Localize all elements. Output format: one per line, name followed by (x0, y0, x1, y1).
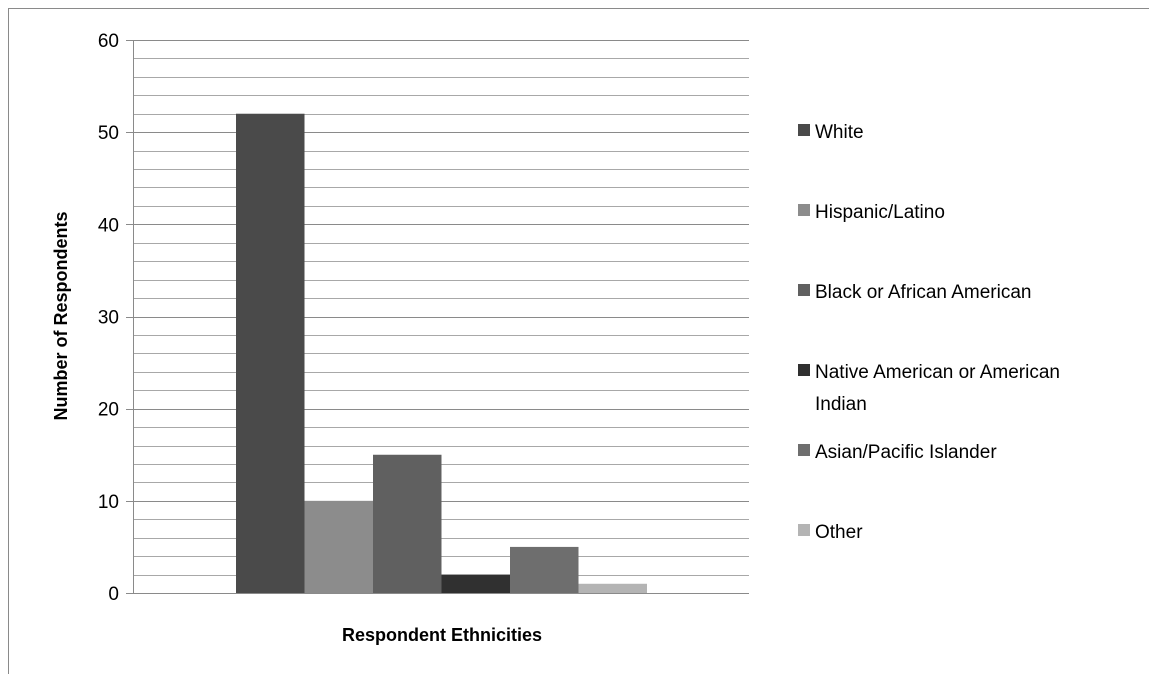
x-axis-title: Respondent Ethnicities (342, 625, 542, 645)
bars (236, 113, 647, 593)
legend-swatch (798, 444, 810, 456)
y-tick-label: 0 (108, 584, 119, 605)
y-tick-labels: 0 10 20 30 40 50 60 (98, 31, 119, 605)
bar-hispanic-latino (304, 500, 373, 593)
bar-native-american-or-american-indian (441, 574, 510, 593)
y-tick-label: 50 (98, 123, 119, 144)
legend-label: Other (815, 522, 863, 543)
legend-swatch (798, 524, 810, 536)
legend-swatch (798, 284, 810, 296)
legend-swatch (798, 204, 810, 216)
y-tick-label: 40 (98, 215, 119, 236)
y-tick-label: 30 (98, 308, 119, 329)
bar-black-or-african-american (373, 454, 442, 593)
legend-label: Asian/Pacific Islander (815, 442, 997, 463)
legend-item: Hispanic/Latino (798, 202, 945, 223)
bar-other (578, 583, 647, 593)
legend-label: Hispanic/Latino (815, 202, 945, 223)
y-axis-title: Number of Respondents (51, 211, 71, 420)
bar-white (236, 113, 305, 593)
legend-label: Indian (815, 394, 867, 415)
legend-swatch (798, 364, 810, 376)
chart-border (8, 8, 1149, 674)
y-tick-label: 60 (98, 31, 119, 52)
legend-label: White (815, 122, 864, 143)
bar-asian-pacific-islander (510, 546, 579, 593)
legend-label: Native American or American (815, 362, 1060, 383)
legend-item: Native American or American Indian (798, 362, 1060, 415)
axes (126, 40, 134, 594)
legend-item: Black or African American (798, 282, 1031, 303)
legend-swatch (798, 124, 810, 136)
legend-item: Asian/Pacific Islander (798, 442, 997, 463)
y-tick-label: 20 (98, 400, 119, 421)
legend-item: White (798, 122, 864, 143)
legend: White Hispanic/Latino Black or African Ame… (798, 122, 1060, 543)
y-tick-label: 10 (98, 492, 119, 513)
legend-label: Black or African American (815, 282, 1031, 303)
legend-item: Other (798, 522, 863, 543)
